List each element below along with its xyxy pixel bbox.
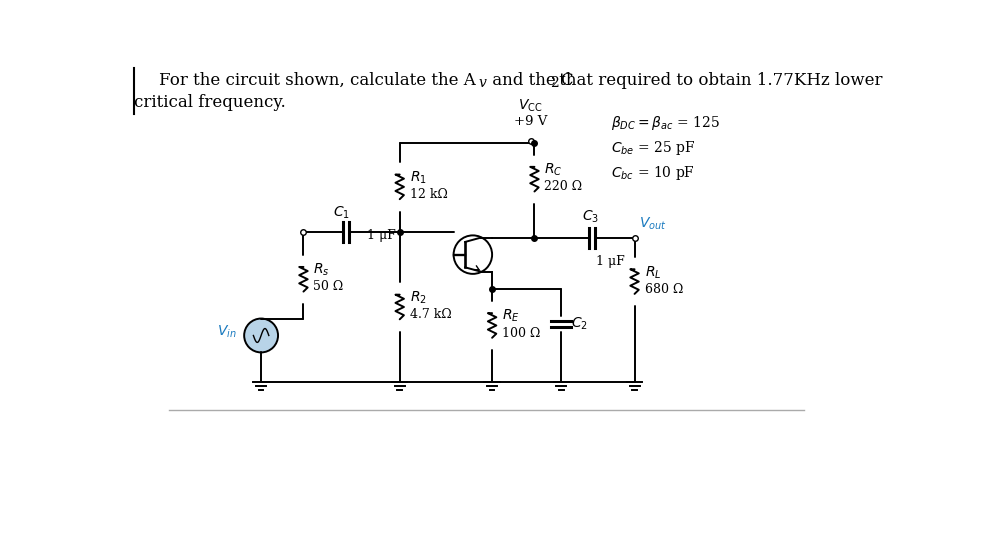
Text: 100 Ω: 100 Ω xyxy=(502,326,540,340)
Text: 680 Ω: 680 Ω xyxy=(644,283,683,296)
Text: $R_E$: $R_E$ xyxy=(502,308,520,324)
Text: that required to obtain 1.77KHz lower: that required to obtain 1.77KHz lower xyxy=(555,72,883,89)
Text: $C_{bc}$ = 10 pF: $C_{bc}$ = 10 pF xyxy=(611,164,696,182)
Text: critical frequency.: critical frequency. xyxy=(134,93,285,111)
Text: 1 μF: 1 μF xyxy=(368,229,396,242)
Text: $R_s$: $R_s$ xyxy=(313,262,330,278)
Text: 50 Ω: 50 Ω xyxy=(313,280,344,293)
Text: $V_{out}$: $V_{out}$ xyxy=(639,215,667,231)
Text: $C_{be}$ = 25 pF: $C_{be}$ = 25 pF xyxy=(611,139,696,157)
Text: $C_2$: $C_2$ xyxy=(571,316,588,332)
Text: $C_3$: $C_3$ xyxy=(582,208,600,224)
Text: $C_1$: $C_1$ xyxy=(334,205,351,221)
Text: $R_1$: $R_1$ xyxy=(409,170,426,186)
Circle shape xyxy=(244,318,278,352)
Text: v: v xyxy=(479,76,487,90)
Text: $R_2$: $R_2$ xyxy=(409,289,426,306)
Text: $R_L$: $R_L$ xyxy=(644,264,661,280)
Text: 4.7 kΩ: 4.7 kΩ xyxy=(409,308,452,321)
Text: 1 μF: 1 μF xyxy=(596,255,624,267)
Text: 220 Ω: 220 Ω xyxy=(544,180,583,193)
Text: $\beta_{DC} = \beta_{ac}$ = 125: $\beta_{DC} = \beta_{ac}$ = 125 xyxy=(611,114,720,133)
Text: $R_C$: $R_C$ xyxy=(544,162,563,178)
Text: 2: 2 xyxy=(550,76,559,90)
Text: $V_{in}$: $V_{in}$ xyxy=(217,323,237,340)
Text: +9 V: +9 V xyxy=(514,114,547,128)
Text: 12 kΩ: 12 kΩ xyxy=(409,188,448,201)
Text: $V_{\mathrm{CC}}$: $V_{\mathrm{CC}}$ xyxy=(518,98,543,114)
Text: For the circuit shown, calculate the A: For the circuit shown, calculate the A xyxy=(159,72,476,89)
Text: and the C: and the C xyxy=(487,72,574,89)
